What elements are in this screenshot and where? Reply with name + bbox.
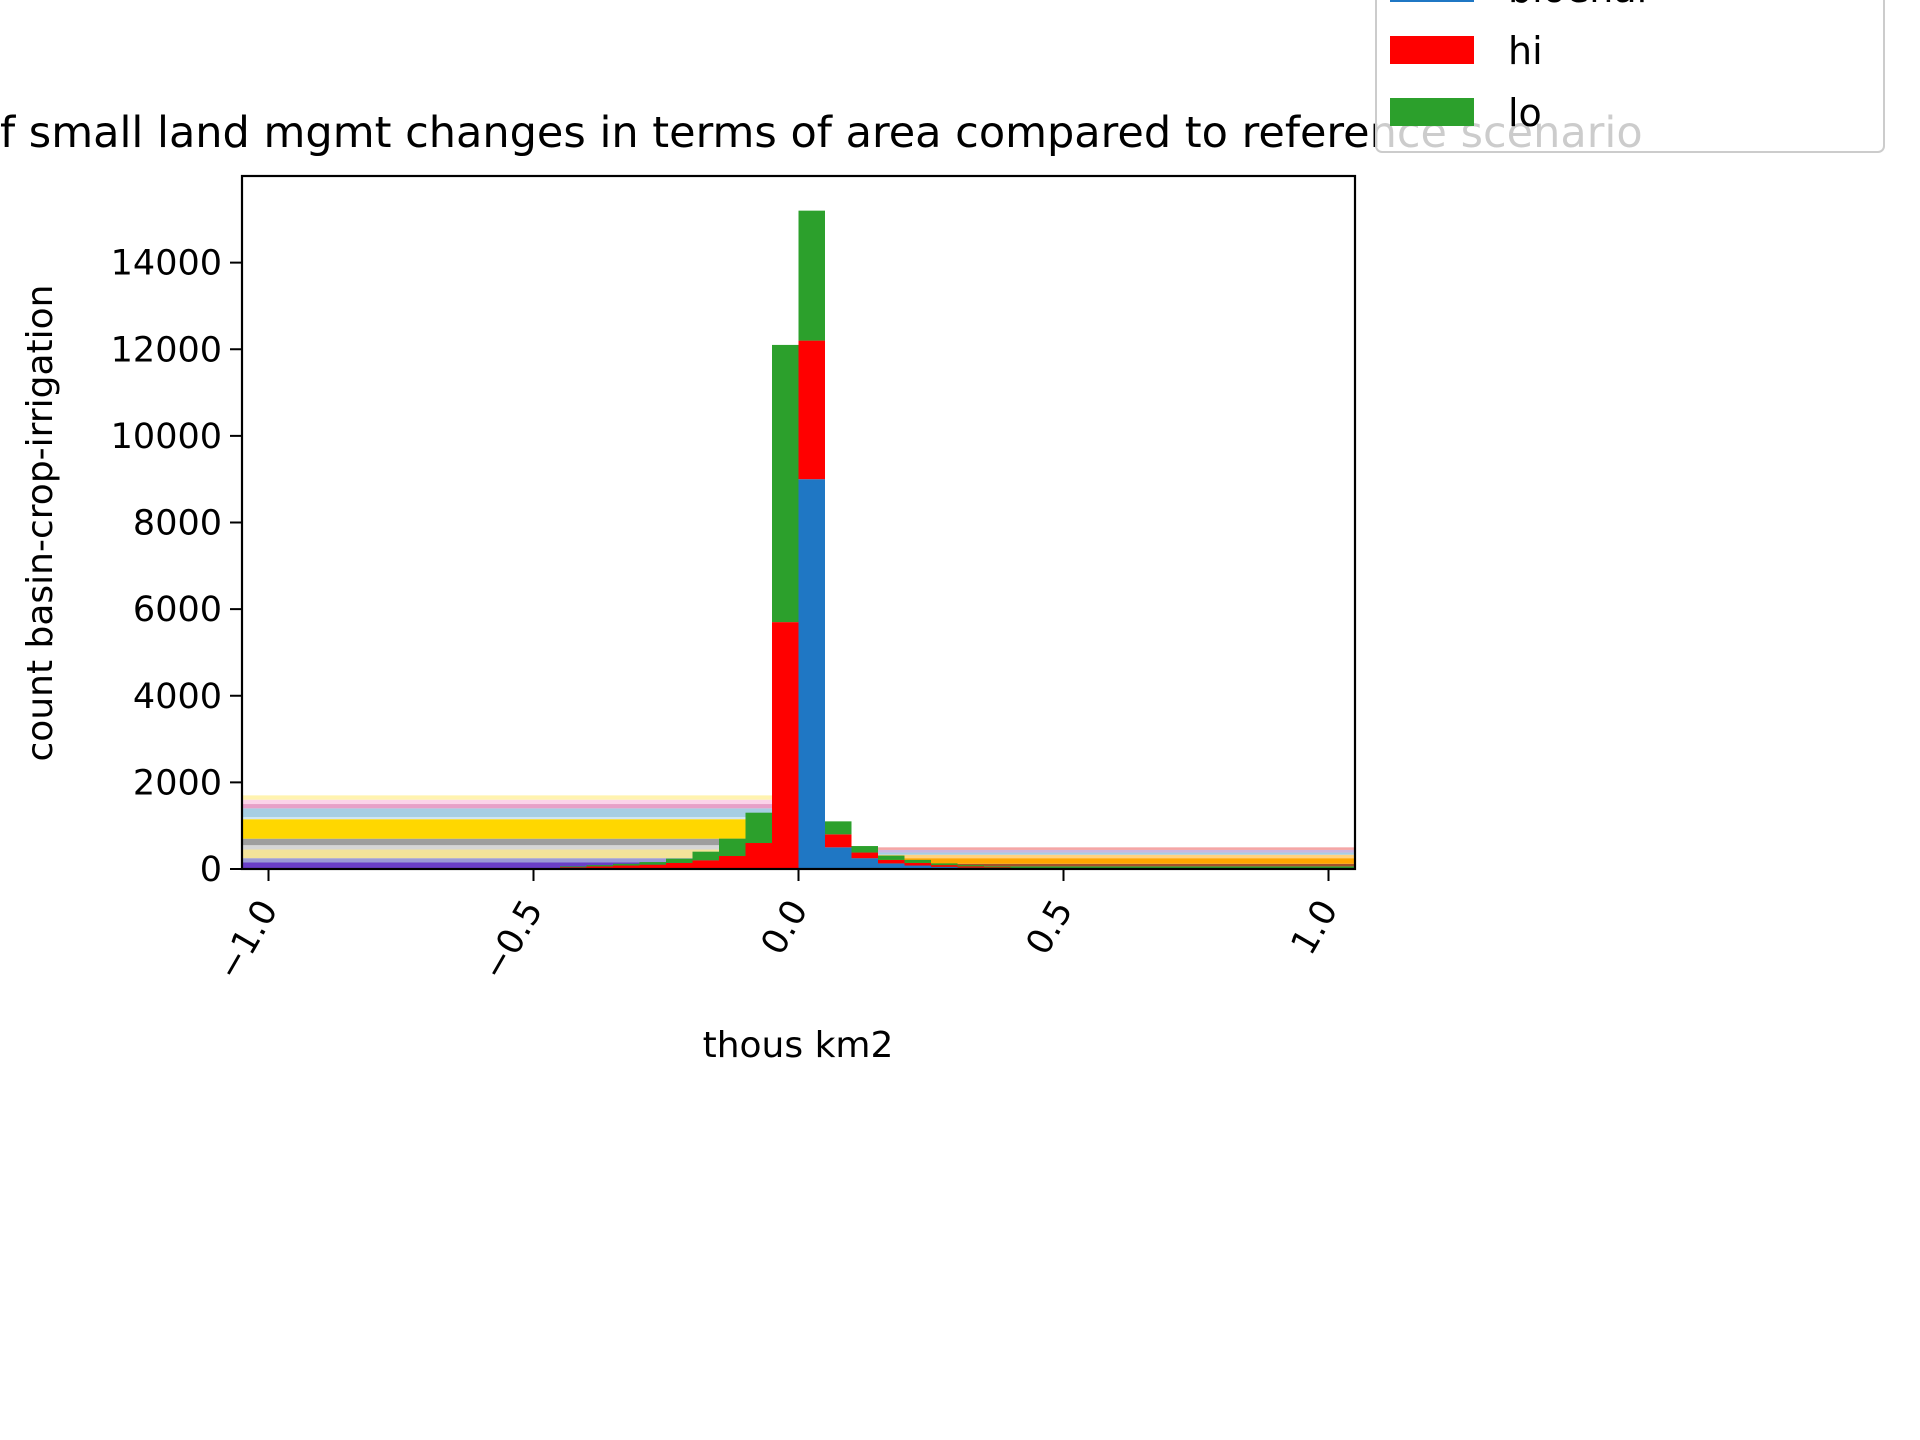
y-tick-label: 4000 — [133, 677, 222, 717]
bar-lo — [586, 865, 613, 867]
bar-hi — [904, 862, 931, 866]
overflow-band-left — [242, 849, 772, 859]
bar-hi — [825, 834, 852, 848]
bar-hi — [957, 866, 984, 868]
bar-hi — [984, 867, 1011, 869]
bar-bioenal — [798, 479, 825, 869]
bar-bioenal — [904, 865, 931, 869]
overflow-band-left — [242, 845, 772, 850]
overflow-band-left — [242, 795, 772, 800]
legend-label-hi: hi — [1508, 29, 1543, 73]
y-tick-label: 10000 — [111, 417, 222, 457]
bar-lo — [798, 210, 825, 341]
overflow-band-left — [242, 862, 772, 869]
overflow-band-left — [242, 804, 772, 809]
bar-lo — [666, 858, 693, 863]
bar-lo — [957, 865, 984, 867]
y-axis-label: count basin-crop-irrigation — [20, 285, 61, 762]
bar-lo — [613, 863, 640, 866]
legend-swatch-bioenal — [1390, 0, 1474, 2]
bar-lo — [984, 866, 1011, 868]
bar-lo — [639, 862, 666, 865]
y-tick-label: 14000 — [111, 244, 222, 284]
bar-hi — [639, 864, 666, 869]
y-tick-label: 8000 — [133, 504, 222, 544]
bar-lo — [878, 855, 905, 860]
overflow-band-right — [851, 849, 1355, 853]
bar-lo — [719, 838, 746, 857]
legend-swatch-lo — [1390, 98, 1474, 126]
bar-hi — [613, 865, 640, 869]
bar-bioenal — [825, 847, 852, 869]
bar-lo — [692, 851, 719, 861]
y-tick-label: 2000 — [133, 763, 222, 803]
overflow-band-left — [242, 808, 772, 818]
bar-lo — [904, 859, 931, 863]
bar-hi — [745, 843, 772, 869]
bar-hi — [692, 860, 719, 869]
bar-bioenal — [851, 858, 878, 869]
y-tick-label: 0 — [200, 850, 222, 890]
bar-lo — [931, 863, 958, 866]
y-tick-label: 6000 — [133, 590, 222, 630]
bar-hi — [878, 859, 905, 864]
bar-lo — [772, 344, 799, 623]
overflow-band-right — [851, 858, 1355, 864]
chart-title: f small land mgmt changes in terms of ar… — [0, 108, 1643, 158]
bar-hi — [719, 856, 746, 869]
legend-swatch-hi — [1390, 36, 1474, 64]
overflow-band-left — [242, 819, 772, 839]
y-tick-label: 12000 — [111, 330, 222, 370]
overflow-band-right — [851, 847, 1355, 850]
legend-label-bioenal: bioenal — [1508, 0, 1647, 11]
bar-lo — [560, 866, 587, 868]
legend: bioenal hi lo — [1375, 0, 1885, 153]
overflow-band-right — [851, 854, 1355, 859]
bar-hi — [666, 862, 693, 869]
overflow-band-right — [851, 852, 1355, 855]
bar-hi — [851, 852, 878, 859]
histogram-bars — [560, 210, 1037, 869]
legend-label-lo: lo — [1508, 91, 1542, 135]
bar-hi — [586, 866, 613, 869]
bar-lo — [825, 821, 852, 835]
overflow-band-left — [242, 838, 772, 846]
overflow-band-left — [242, 858, 772, 863]
overflow-bands — [242, 795, 1355, 869]
bar-hi — [772, 622, 799, 869]
overflow-band-left — [242, 817, 772, 820]
bar-bioenal — [878, 863, 905, 869]
legend-box — [1375, 0, 1885, 153]
overflow-band-right — [851, 863, 1355, 867]
x-axis-label: thous km2 — [703, 1025, 894, 1066]
overflow-band-right — [851, 866, 1355, 869]
bar-lo — [851, 846, 878, 853]
overflow-band-left — [242, 799, 772, 805]
bar-hi — [931, 865, 958, 867]
bar-lo — [745, 812, 772, 844]
y-axis-ticks: 0 2000 4000 6000 8000 10000 12000 14000 — [111, 244, 242, 890]
bar-hi — [798, 340, 825, 480]
